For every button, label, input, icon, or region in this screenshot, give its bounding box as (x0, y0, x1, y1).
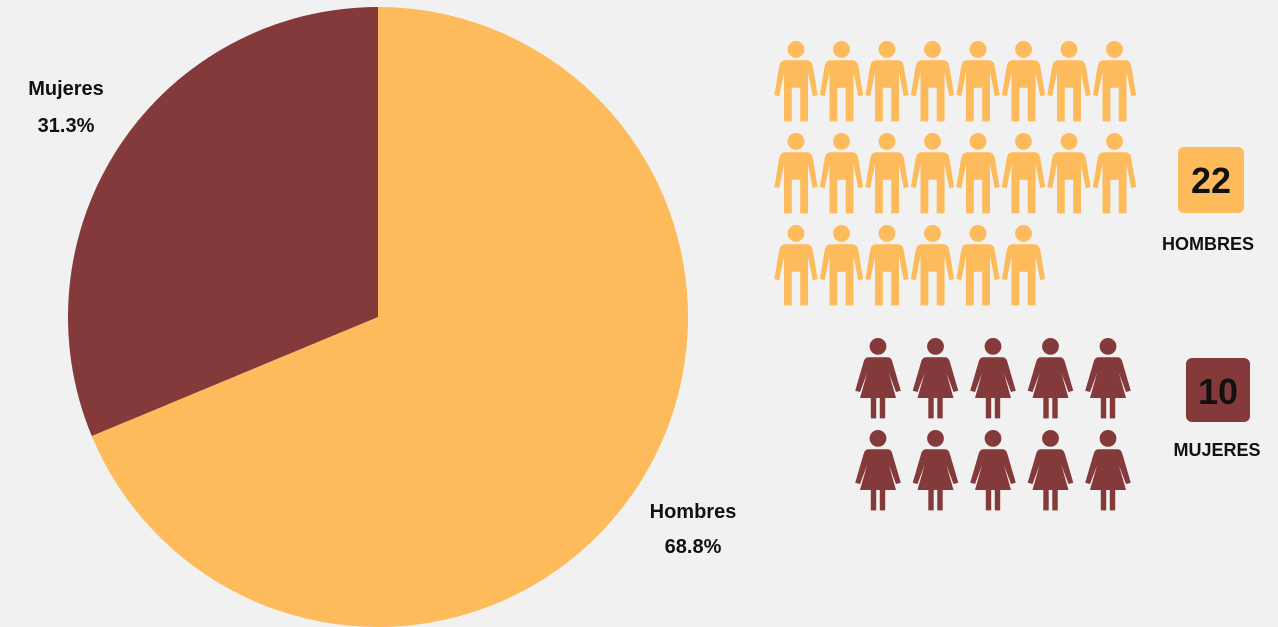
pie-chart (67, 7, 689, 627)
man-icon (1092, 41, 1137, 122)
man-icon (1047, 133, 1091, 214)
man-icon (910, 41, 955, 122)
man-icon (910, 133, 955, 214)
man-icon (1001, 41, 1046, 122)
pie-slice-hombres (91, 7, 689, 627)
woman-icon (1085, 338, 1131, 419)
woman-icon (912, 430, 959, 511)
men-caption: HOMBRES (1162, 234, 1254, 254)
slice-value-hombres: 68.8% (665, 536, 722, 558)
man-icon (774, 133, 818, 214)
man-icon (774, 225, 818, 306)
men-pictogram (774, 41, 1137, 306)
man-icon (956, 225, 1000, 306)
woman-icon (855, 338, 901, 419)
man-icon (956, 41, 1000, 122)
slice-value-mujeres: 31.3% (38, 115, 95, 137)
slice-label-hombres: Hombres (650, 501, 737, 523)
man-icon (865, 225, 909, 306)
men-count-badge (1178, 147, 1244, 213)
man-icon (819, 225, 864, 306)
pie-slice-mujeres (67, 7, 378, 436)
woman-icon (912, 338, 959, 419)
women-caption: MUJERES (1173, 440, 1260, 460)
man-icon (819, 41, 864, 122)
man-icon (1047, 41, 1091, 122)
woman-icon (1027, 430, 1074, 511)
women-pictogram (855, 338, 1131, 511)
woman-icon (970, 338, 1016, 419)
man-icon (910, 225, 955, 306)
slice-label-mujeres: Mujeres (28, 78, 104, 100)
man-icon (865, 133, 909, 214)
man-icon (774, 41, 818, 122)
woman-icon (1085, 430, 1131, 511)
men-count: 22 (1191, 160, 1231, 201)
man-icon (956, 133, 1000, 214)
woman-icon (970, 430, 1016, 511)
man-icon (1092, 133, 1137, 214)
man-icon (1001, 225, 1046, 306)
man-icon (819, 133, 864, 214)
man-icon (1001, 133, 1046, 214)
women-count-badge (1186, 358, 1250, 422)
women-count: 10 (1198, 371, 1238, 412)
man-icon (865, 41, 909, 122)
woman-icon (855, 430, 901, 511)
woman-icon (1027, 338, 1074, 419)
